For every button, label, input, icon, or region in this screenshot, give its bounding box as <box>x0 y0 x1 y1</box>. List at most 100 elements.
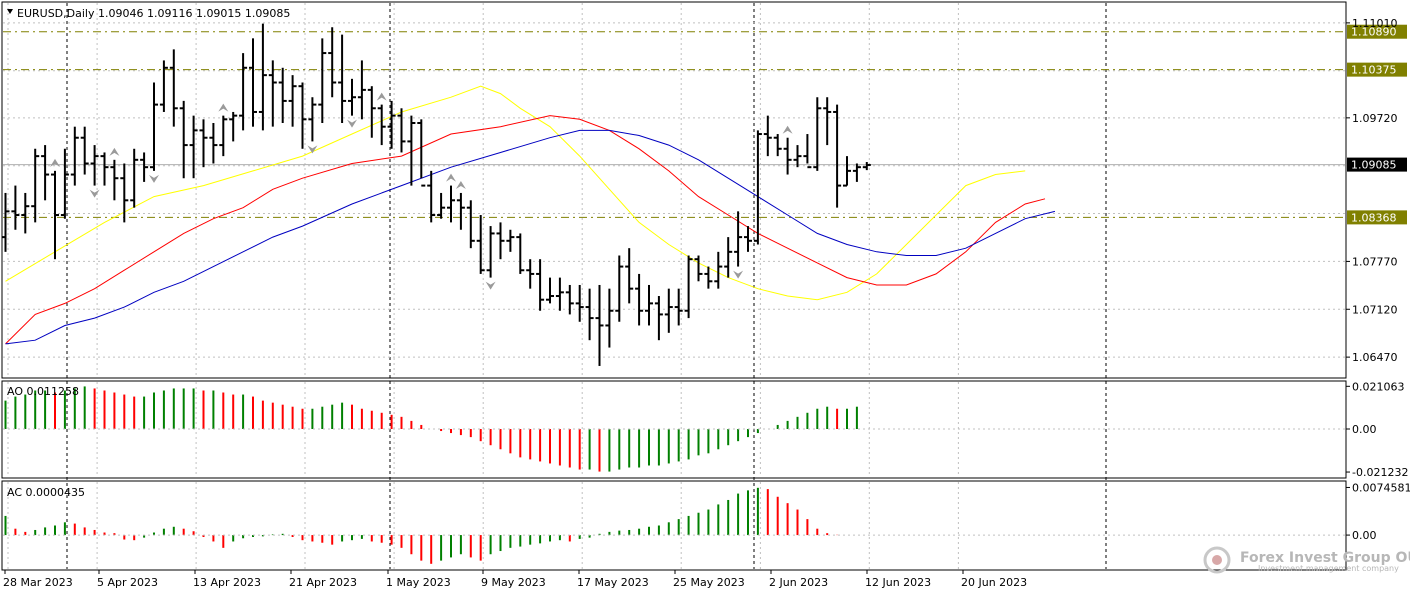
fractal-up-arrow-icon <box>109 147 120 156</box>
ohlc-bar <box>169 49 178 127</box>
moving-average-line <box>5 85 1026 301</box>
fractal-down-arrow-icon <box>89 189 100 198</box>
ohlc-bar <box>258 23 267 131</box>
fractal-up-arrow-icon <box>376 92 387 101</box>
date-tick-label: 13 Apr 2023 <box>193 576 261 589</box>
indicator-tick-label: -0.021232 <box>1352 466 1408 479</box>
price-tick-label: 1.09720 <box>1352 112 1398 125</box>
ohlc-bar <box>546 277 554 304</box>
moving-average-line <box>5 129 1056 345</box>
price-level-label: 1.10375 <box>1351 64 1397 77</box>
ohlc-bar <box>239 53 248 131</box>
price-level-label: 1.10890 <box>1351 26 1397 39</box>
ohlc-bar <box>456 192 465 230</box>
watermark-logo-icon <box>1203 546 1231 574</box>
date-tick-label: 9 May 2023 <box>481 576 546 589</box>
ohlc-bar <box>555 277 564 311</box>
ohlc-bar <box>150 82 158 171</box>
ohlc-bar <box>120 163 129 223</box>
ohlc-bar <box>526 259 535 289</box>
price-level-box <box>1347 62 1407 77</box>
indicator-tick-label: 0.00 <box>1352 423 1377 436</box>
ohlc-bar <box>476 215 485 274</box>
ohlc-bar <box>229 111 238 142</box>
ohlc-bar <box>189 115 198 179</box>
ohlc-bar <box>536 259 545 311</box>
watermark-subtitle: Investment management company <box>1258 564 1399 573</box>
price-tick-label: 1.11010 <box>1352 17 1398 30</box>
ohlc-bar <box>110 159 119 201</box>
grid-lines <box>3 3 1345 569</box>
ohlc-bar <box>496 222 505 260</box>
ohlc-bar <box>437 192 446 219</box>
current-price-box <box>1347 157 1407 172</box>
ac-histogram <box>3 487 1345 564</box>
ohlc-bar <box>318 38 327 124</box>
ohlc-bar <box>130 148 139 208</box>
ohlc-bar <box>645 284 653 326</box>
ohlc-bar <box>654 296 663 341</box>
ohlc-bar <box>80 126 89 175</box>
indicator-tick-label: 0.00 <box>1352 529 1377 542</box>
date-tick-label: 17 May 2023 <box>577 576 649 589</box>
ohlc-bar <box>199 119 208 168</box>
price-tick-label: 1.07770 <box>1352 255 1398 268</box>
date-tick-label: 28 Mar 2023 <box>3 576 73 589</box>
ohlc-bar <box>21 192 30 234</box>
ohlc-bar <box>357 60 366 120</box>
moving-averages <box>5 85 1056 345</box>
moving-average-line <box>5 115 1046 345</box>
ohlc-bar <box>833 104 842 208</box>
ac-label: AC 0.0000435 <box>7 486 85 499</box>
ao-histogram <box>3 386 1345 472</box>
date-tick-label: 5 Apr 2023 <box>97 576 158 589</box>
ohlc-bar <box>278 67 287 124</box>
fractal-down-arrow-icon <box>733 270 744 279</box>
date-tick-label: 25 May 2023 <box>673 576 745 589</box>
indicator-tick-label: 0.0074581 <box>1352 481 1410 494</box>
date-tick-label: 2 Jun 2023 <box>769 576 828 589</box>
price-tick-label: 1.06470 <box>1352 351 1398 364</box>
ohlc-bar <box>407 115 416 186</box>
ohlc-bar <box>664 288 673 333</box>
ohlc-bar <box>635 273 644 326</box>
ohlc-bar <box>595 284 604 366</box>
ohlc-bar <box>249 38 257 127</box>
fractal-markers <box>50 92 793 290</box>
ohlc-bar <box>852 163 861 182</box>
ohlc-bar <box>31 148 40 223</box>
ohlc-bar <box>298 82 307 149</box>
ohlc-bar <box>328 27 337 98</box>
ac-panel-frame <box>1 480 1347 571</box>
header-triangle-icon <box>7 9 13 14</box>
ohlc-bar <box>447 185 455 223</box>
ohlc-bar <box>684 255 693 319</box>
ohlc-bar <box>348 78 356 116</box>
ohlc-bar <box>704 266 713 289</box>
watermark: Forex Invest Group OU Investment managem… <box>1203 546 1410 574</box>
ohlc-bar <box>179 100 188 179</box>
fractal-down-arrow-icon <box>307 145 318 154</box>
price-level-label: 1.08368 <box>1351 211 1397 224</box>
price-levels: 1.10890 1.10375 1.08368 1.09085 <box>3 24 1407 225</box>
ohlc-bar <box>288 75 297 127</box>
symbol-header-text: EURUSD,Daily 1.09046 1.09116 1.09015 1.0… <box>17 7 290 20</box>
ohlc-bar <box>506 229 515 252</box>
ohlc-bar <box>753 130 762 245</box>
ohlc-bar <box>377 104 386 146</box>
ohlc-bar <box>387 100 396 149</box>
ohlc-bar <box>694 255 703 282</box>
ohlc-bar <box>724 237 733 278</box>
ohlc-bar <box>486 226 495 278</box>
ohlc-bar <box>734 211 743 267</box>
ohlc-bar <box>813 97 822 171</box>
axis-labels: 1.11010 1.09720 1.07770 1.07120 1.06470 0.021… <box>3 17 1410 589</box>
fractal-down-arrow-icon <box>149 174 159 183</box>
fractal-down-arrow-icon <box>485 281 496 290</box>
ohlc-bar <box>338 34 347 124</box>
ohlc-bar <box>209 123 218 164</box>
ohlc-bar <box>674 288 683 326</box>
ohlc-bar <box>427 170 436 223</box>
ohlc-bar <box>219 115 228 157</box>
